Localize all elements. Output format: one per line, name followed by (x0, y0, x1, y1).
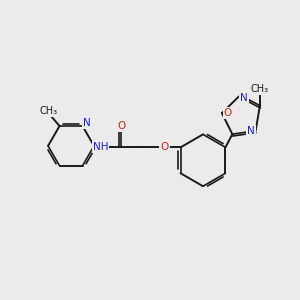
Text: O: O (117, 121, 125, 131)
Text: O: O (160, 142, 169, 152)
Text: CH₃: CH₃ (250, 84, 268, 94)
Text: N: N (83, 118, 91, 128)
Text: NH: NH (93, 142, 108, 152)
Text: N: N (247, 126, 254, 136)
Text: N: N (240, 93, 247, 103)
Text: CH₃: CH₃ (39, 106, 57, 116)
Text: O: O (224, 108, 232, 118)
